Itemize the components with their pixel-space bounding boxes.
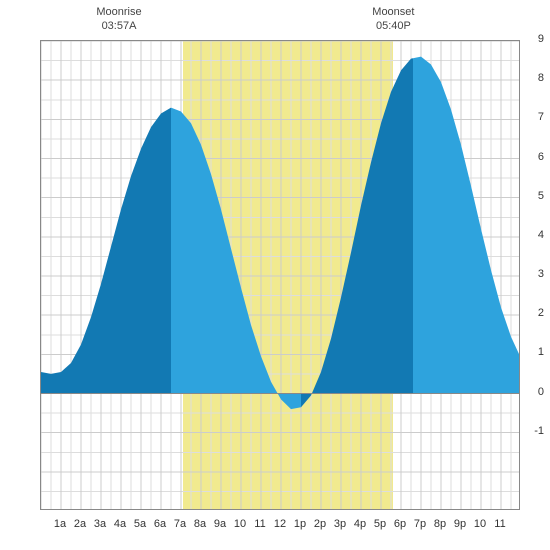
plot-svg [41,41,520,510]
y-tick-label: 6 [526,151,544,163]
moonset-time: 05:40P [363,20,423,34]
y-tick-label: 4 [526,229,544,241]
x-tick-label: 8p [430,518,450,530]
x-tick-label: 12 [270,518,290,530]
x-tick-label: 11 [490,518,510,530]
x-tick-label: 1a [50,518,70,530]
x-tick-label: 8a [190,518,210,530]
x-tick-label: 7p [410,518,430,530]
y-tick-label: 7 [526,111,544,123]
y-tick-label: 3 [526,268,544,280]
x-tick-label: 6p [390,518,410,530]
y-tick-label: 0 [526,386,544,398]
plot-area [40,40,520,510]
x-tick-label: 4p [350,518,370,530]
x-tick-label: 10 [230,518,250,530]
x-tick-label: 5p [370,518,390,530]
x-tick-label: 3p [330,518,350,530]
x-tick-label: 1p [290,518,310,530]
moonrise-time: 03:57A [89,20,149,34]
x-tick-label: 2a [70,518,90,530]
tide-chart: Moonrise 03:57A Moonset 05:40P -10123456… [0,0,550,550]
y-tick-label: -1 [526,425,544,437]
y-tick-label: 9 [526,33,544,45]
x-tick-label: 9p [450,518,470,530]
y-tick-label: 8 [526,72,544,84]
moonrise-annotation: Moonrise 03:57A [89,6,149,34]
x-tick-label: 2p [310,518,330,530]
moonset-title: Moonset [363,6,423,20]
x-tick-label: 10 [470,518,490,530]
x-tick-label: 5a [130,518,150,530]
y-tick-label: 2 [526,307,544,319]
x-tick-label: 6a [150,518,170,530]
moonrise-title: Moonrise [89,6,149,20]
x-tick-label: 11 [250,518,270,530]
x-tick-label: 9a [210,518,230,530]
x-tick-label: 7a [170,518,190,530]
moonset-annotation: Moonset 05:40P [363,6,423,34]
x-tick-label: 3a [90,518,110,530]
y-tick-label: 1 [526,346,544,358]
x-tick-label: 4a [110,518,130,530]
y-tick-label: 5 [526,190,544,202]
